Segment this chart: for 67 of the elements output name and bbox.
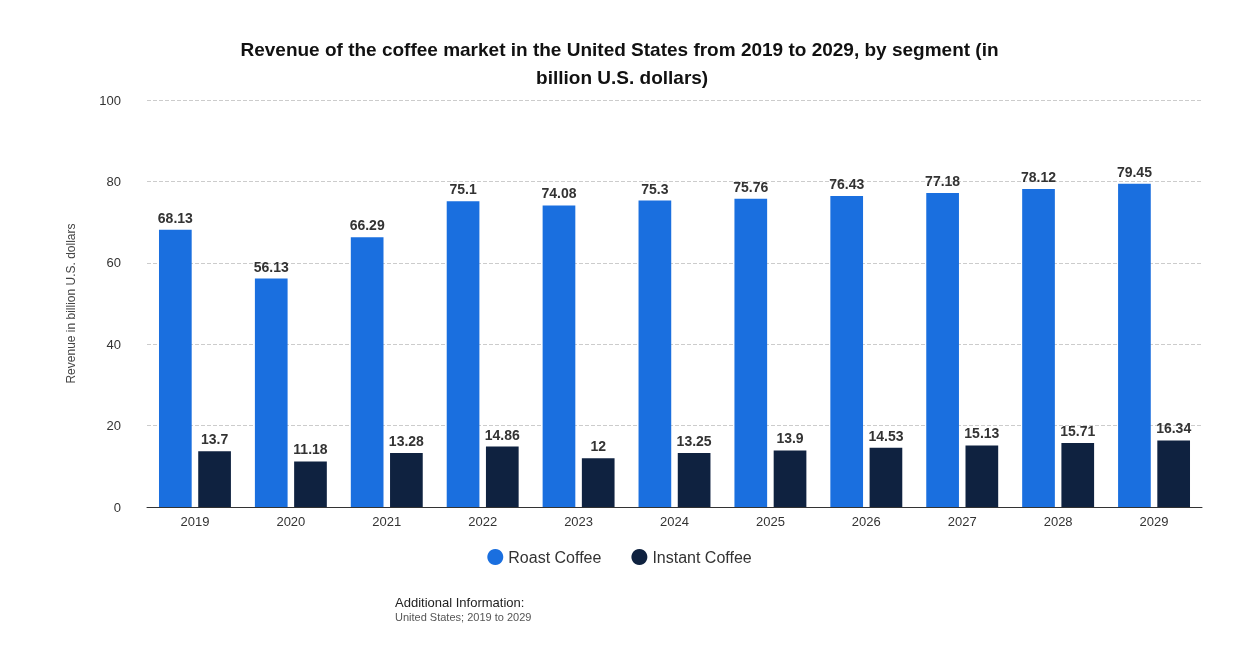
x-tick-label: 2027: [947, 514, 977, 529]
x-tick-label: 2021: [372, 514, 402, 529]
data-label: 14.86: [484, 426, 521, 443]
bar: [734, 198, 768, 507]
bar: [677, 453, 711, 507]
data-label: 11.18: [293, 441, 328, 458]
bar: [254, 278, 288, 507]
data-label: 13.28: [388, 432, 425, 449]
x-tick-label: 2029: [1139, 514, 1169, 529]
x-tick-label: 2020: [276, 514, 306, 529]
y-tick-label: 40: [106, 336, 121, 352]
data-label: 79.45: [1116, 163, 1153, 180]
data-label: 75.76: [733, 178, 769, 195]
data-label: 75.1: [449, 181, 477, 198]
data-label: 68.13: [157, 209, 194, 226]
bar: [773, 450, 807, 507]
x-tick-label: 2022: [468, 514, 498, 529]
data-label: 76.43: [829, 175, 865, 192]
legend-label: Instant Coffee: [652, 548, 752, 566]
bar: [1022, 189, 1055, 507]
x-tick-label: 2026: [851, 514, 881, 529]
x-tick-label: 2019: [180, 514, 210, 529]
bar: [965, 445, 999, 507]
y-tick-label: 0: [113, 499, 121, 515]
bar: [830, 195, 864, 507]
data-label: 75.3: [641, 180, 669, 197]
legend-label: Roast Coffee: [508, 548, 602, 566]
data-label: 13.7: [200, 431, 229, 448]
y-tick-label: 80: [106, 173, 121, 189]
data-label: 56.13: [253, 258, 289, 275]
bar: [869, 447, 903, 507]
bar: [446, 201, 480, 507]
bar: [926, 192, 959, 507]
data-label: 13.9: [776, 430, 804, 447]
data-label: 12: [590, 438, 607, 455]
data-label: 78.12: [1021, 169, 1057, 186]
data-label: 14.53: [868, 427, 904, 444]
bar: [1157, 440, 1191, 507]
x-tick-label: 2023: [564, 514, 594, 529]
text: Additional Information:: [395, 595, 525, 610]
chart-title: Revenue of the coffee market in the United States from 2019 to 2029, by segment (in billion U.S. dollars): [240, 38, 999, 88]
y-tick-label: 60: [106, 255, 121, 271]
bar: [542, 205, 576, 507]
bar: [390, 452, 423, 507]
bar: [158, 229, 192, 507]
bar: [1118, 183, 1151, 507]
x-tick-label: 2024: [660, 514, 689, 529]
bar: [1061, 443, 1095, 507]
bar: [485, 446, 519, 507]
data-label: 13.25: [676, 433, 712, 450]
y-tick-label: 100: [99, 92, 121, 108]
data-label: 77.18: [925, 172, 961, 189]
text: United States; 2019 to 2029: [395, 610, 532, 623]
bar: [638, 200, 672, 507]
bar: [581, 458, 615, 507]
data-label: 15.71: [1060, 423, 1096, 440]
data-label: 16.34: [1156, 420, 1192, 437]
data-label: 74.08: [541, 185, 577, 202]
y-axis-title: Revenue in billion U.S. dollars: [64, 223, 78, 384]
x-tick-label: 2025: [755, 514, 785, 529]
x-tick-label: 2028: [1043, 514, 1073, 529]
data-label: 15.13: [964, 425, 1000, 442]
bar: [294, 461, 327, 507]
data-label: 66.29: [349, 217, 385, 234]
bar: [198, 451, 231, 507]
y-tick-label: 20: [106, 418, 121, 434]
bar: [350, 237, 384, 507]
